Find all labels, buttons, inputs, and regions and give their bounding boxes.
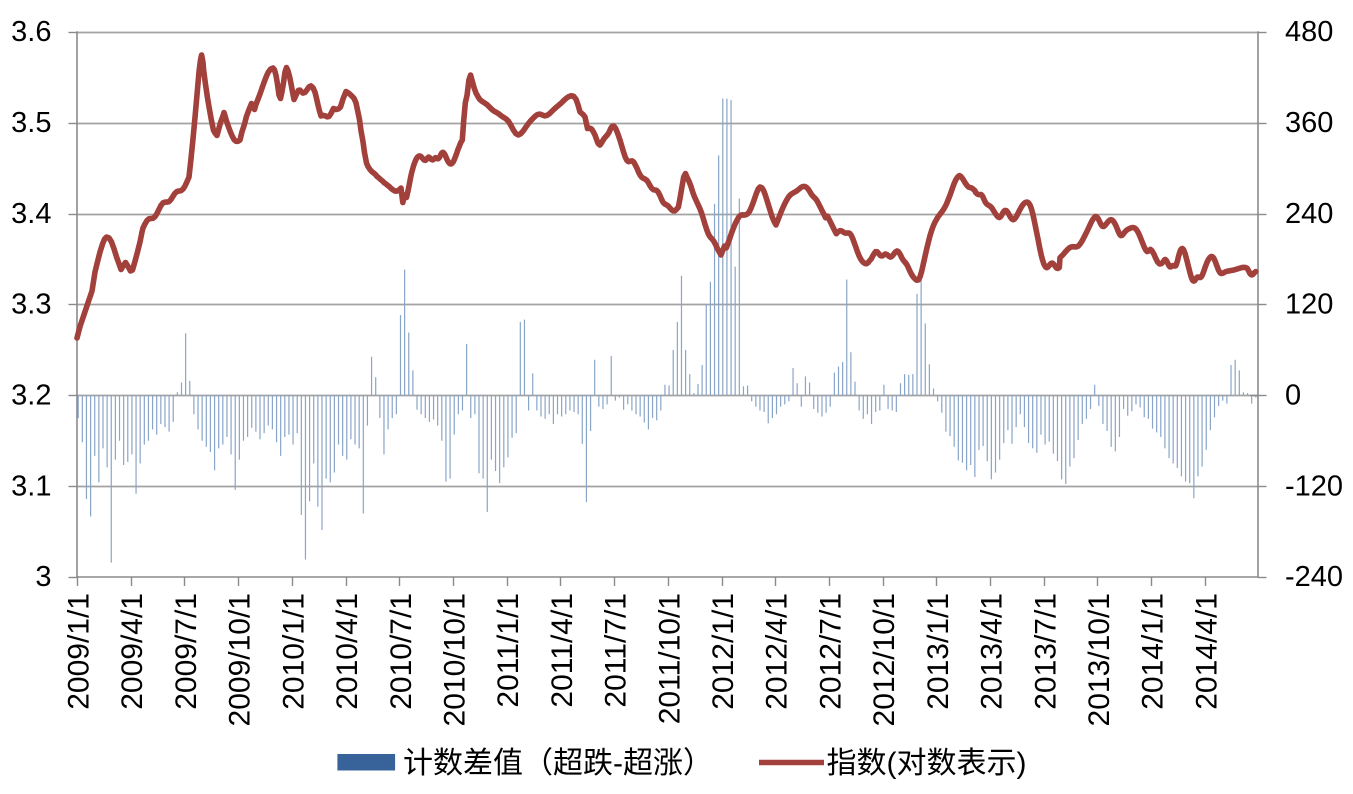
svg-text:480: 480 <box>1285 16 1333 48</box>
svg-text:3.3: 3.3 <box>11 289 51 321</box>
svg-text:2012/1/1: 2012/1/1 <box>707 593 740 710</box>
svg-text:120: 120 <box>1285 289 1333 321</box>
svg-text:3.6: 3.6 <box>11 16 51 48</box>
svg-text:-240: -240 <box>1285 561 1343 593</box>
svg-text:3: 3 <box>35 561 51 593</box>
svg-text:2012/7/1: 2012/7/1 <box>814 593 847 710</box>
svg-text:2010/4/1: 2010/4/1 <box>331 593 364 710</box>
svg-text:2012/4/1: 2012/4/1 <box>761 593 794 710</box>
svg-text:360: 360 <box>1285 107 1333 139</box>
svg-text:3.2: 3.2 <box>11 380 51 412</box>
svg-text:2010/7/1: 2010/7/1 <box>385 593 418 710</box>
svg-text:2013/4/1: 2013/4/1 <box>976 593 1009 710</box>
svg-text:240: 240 <box>1285 198 1333 230</box>
svg-text:0: 0 <box>1285 380 1301 412</box>
svg-text:2013/7/1: 2013/7/1 <box>1029 593 1062 710</box>
svg-text:2011/4/1: 2011/4/1 <box>546 593 579 708</box>
svg-text:2010/10/1: 2010/10/1 <box>439 593 472 726</box>
svg-text:2010/1/1: 2010/1/1 <box>277 593 310 710</box>
svg-text:2011/7/1: 2011/7/1 <box>600 593 633 708</box>
svg-text:2013/10/1: 2013/10/1 <box>1083 593 1116 726</box>
svg-text:2014/4/1: 2014/4/1 <box>1190 593 1223 710</box>
svg-text:3.5: 3.5 <box>11 107 51 139</box>
svg-text:-120: -120 <box>1285 470 1343 502</box>
svg-text:2009/10/1: 2009/10/1 <box>224 593 257 726</box>
svg-text:2012/10/1: 2012/10/1 <box>868 593 901 726</box>
svg-text:3.4: 3.4 <box>11 198 51 230</box>
svg-text:2014/1/1: 2014/1/1 <box>1137 593 1170 710</box>
svg-text:指数(对数表示): 指数(对数表示) <box>827 747 1027 780</box>
svg-text:计数差值（超跌-超涨）: 计数差值（超跌-超涨） <box>403 747 713 780</box>
svg-text:3.1: 3.1 <box>11 470 51 502</box>
svg-text:2009/4/1: 2009/4/1 <box>116 593 149 710</box>
svg-text:2009/7/1: 2009/7/1 <box>170 593 203 710</box>
svg-text:2009/1/1: 2009/1/1 <box>63 593 96 710</box>
svg-text:2011/1/1: 2011/1/1 <box>492 593 525 708</box>
svg-text:2013/1/1: 2013/1/1 <box>922 593 955 710</box>
svg-text:2011/10/1: 2011/10/1 <box>653 593 686 724</box>
